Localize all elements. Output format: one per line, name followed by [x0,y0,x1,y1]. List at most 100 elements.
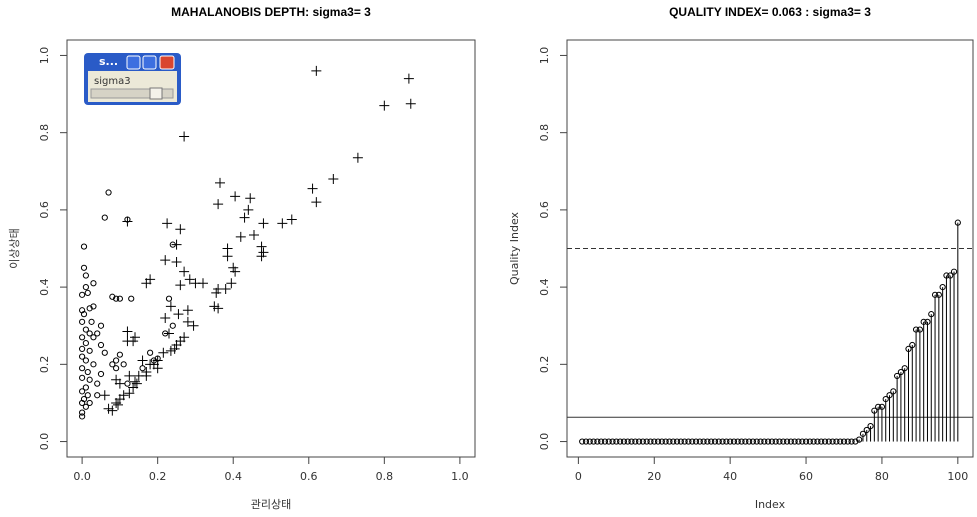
x-tick-label: 0.8 [376,470,394,483]
point [148,350,153,355]
point [213,199,223,209]
point [249,230,259,240]
point [173,309,183,319]
point [160,313,170,323]
point [87,400,92,405]
point [98,323,103,328]
window-title: s... [99,55,118,68]
y-tick-label: 0.0 [38,433,51,451]
point [223,251,233,261]
chart: MAHALANOBIS DEPTH: sigma3= 3 관리상태 이상상태 0.0 0… [0,0,977,517]
point [80,414,85,419]
point [106,190,111,195]
y-tick-label: 0.2 [38,356,51,374]
point [100,390,110,400]
widget-window[interactable]: s... sigma3 [84,53,181,105]
close-button[interactable] [160,56,174,69]
x-tick-label: 0.2 [149,470,167,483]
point [102,215,107,220]
chart-title: QUALITY INDEX= 0.063 : sigma3= 3 [669,5,871,19]
page: MAHALANOBIS DEPTH: sigma3= 3 관리상태 이상상태 0.0 0… [0,0,977,517]
x-tick-label: 20 [647,470,661,483]
y-tick-label: 0.8 [538,124,551,142]
point [87,377,92,382]
point [129,296,134,301]
point [117,352,122,357]
point [87,348,92,353]
point [91,281,96,286]
point [80,375,85,380]
y-tick-label: 0.2 [538,356,551,374]
point [117,296,122,301]
point [258,218,268,228]
point [83,358,88,363]
point [140,366,145,371]
chart-title: MAHALANOBIS DEPTH: sigma3= 3 [171,5,371,19]
point [311,197,321,207]
point [179,267,189,277]
y-axis-label: 이상상태 [8,228,21,268]
y-tick-label: 0.8 [38,124,51,142]
y-tick-label: 0.6 [38,201,51,219]
point [102,350,107,355]
point [308,184,318,194]
point [98,371,103,376]
point [215,178,225,188]
point [311,66,321,76]
maximize-button[interactable] [143,56,156,69]
point [379,101,389,111]
point [125,381,130,386]
y-tick-label: 0.0 [538,433,551,451]
slider-thumb[interactable] [150,88,162,99]
point [80,335,85,340]
point [85,369,90,374]
x-tick-label: 60 [799,470,813,483]
point [164,328,174,338]
point [287,215,297,225]
point [95,381,100,386]
point [113,400,123,410]
point [183,305,193,315]
point [81,265,86,270]
point [80,319,85,324]
point [221,284,231,294]
y-tick-label: 1.0 [538,47,551,65]
x-axis-label: 관리상태 [251,498,291,511]
point [158,348,168,358]
point [85,290,90,295]
point [80,389,85,394]
point [83,285,88,290]
point [124,371,134,381]
x-tick-label: 0 [575,470,582,483]
point [257,242,267,252]
point [121,362,126,367]
point [175,224,185,234]
x-axis-label: Index [755,498,786,511]
point [162,218,172,228]
point [245,193,255,203]
y-axis-label: Quality Index [508,211,521,285]
point [353,153,363,163]
point [81,244,86,249]
point [179,132,189,142]
point [91,335,96,340]
point [80,346,85,351]
point [277,218,287,228]
point [89,319,94,324]
x-tick-label: 1.0 [451,470,469,483]
point [91,362,96,367]
slider-label: sigma3 [94,76,131,87]
point [122,327,132,337]
y-tick-label: 1.0 [38,47,51,65]
x-tick-label: 80 [875,470,889,483]
point [406,99,416,109]
point [172,240,182,250]
point [172,257,182,267]
point [80,366,85,371]
y-tick-label: 0.4 [38,278,51,296]
point [170,323,175,328]
point [236,232,246,242]
point [226,278,236,288]
minimize-button[interactable] [127,56,140,69]
x-tick-label: 0.0 [73,470,91,483]
